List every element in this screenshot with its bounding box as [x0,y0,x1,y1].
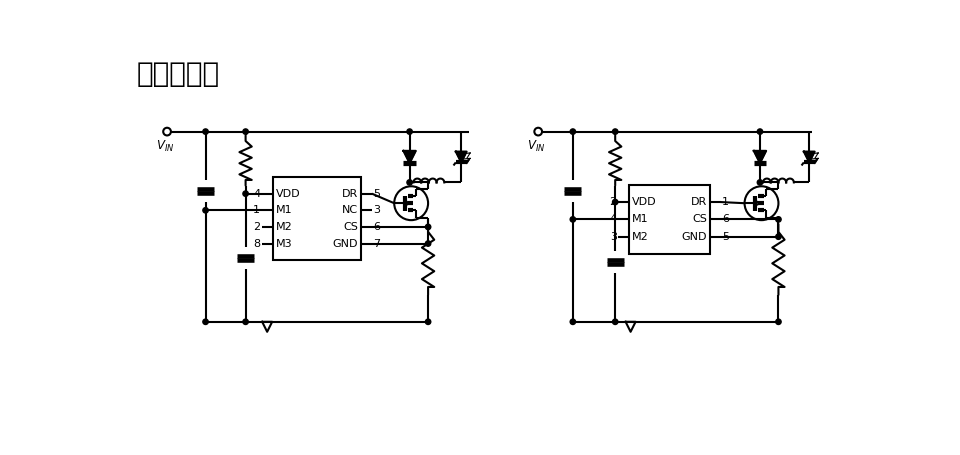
Text: VDD: VDD [632,197,657,207]
Text: 6: 6 [373,222,380,232]
Circle shape [203,319,208,324]
Circle shape [776,217,781,222]
Polygon shape [456,152,467,162]
Circle shape [425,224,431,230]
Circle shape [570,319,576,324]
Circle shape [776,234,781,239]
Circle shape [757,129,762,134]
Text: 6: 6 [722,214,730,224]
Text: DR: DR [342,189,358,199]
Polygon shape [403,151,416,163]
Text: VDD: VDD [276,189,300,199]
Bar [273,177,361,260]
Text: M2: M2 [632,232,649,242]
Text: 3: 3 [610,232,616,242]
Circle shape [203,207,208,213]
Text: CS: CS [692,214,707,224]
Circle shape [612,319,618,324]
Text: GND: GND [682,232,707,242]
Text: 4: 4 [253,189,260,199]
Polygon shape [804,152,815,162]
Circle shape [407,180,412,185]
Text: 4: 4 [610,214,616,224]
Circle shape [570,129,576,134]
Text: M1: M1 [632,214,649,224]
Bar [629,185,709,254]
Circle shape [612,199,618,205]
Polygon shape [754,151,766,163]
Circle shape [425,319,431,324]
Text: 应用原理图: 应用原理图 [136,60,220,88]
Circle shape [203,129,208,134]
Text: 5: 5 [373,189,380,199]
Text: 1: 1 [722,197,730,207]
Text: M1: M1 [276,205,292,215]
Circle shape [243,319,249,324]
Circle shape [425,241,431,246]
Text: 8: 8 [253,238,260,248]
Text: 5: 5 [722,232,730,242]
Circle shape [407,129,412,134]
Circle shape [757,180,762,185]
Circle shape [612,129,618,134]
Text: M2: M2 [276,222,293,232]
Text: $V_{IN}$: $V_{IN}$ [156,138,175,154]
Text: 1: 1 [253,205,260,215]
Circle shape [776,319,781,324]
Text: $V_{IN}$: $V_{IN}$ [527,138,546,154]
Circle shape [243,191,249,197]
Text: 2: 2 [610,197,616,207]
Circle shape [243,129,249,134]
Text: NC: NC [342,205,358,215]
Circle shape [570,217,576,222]
Text: CS: CS [343,222,358,232]
Text: DR: DR [690,197,707,207]
Text: GND: GND [332,238,358,248]
Text: 3: 3 [373,205,380,215]
Text: M3: M3 [276,238,292,248]
Text: 2: 2 [253,222,260,232]
Text: 7: 7 [373,238,380,248]
